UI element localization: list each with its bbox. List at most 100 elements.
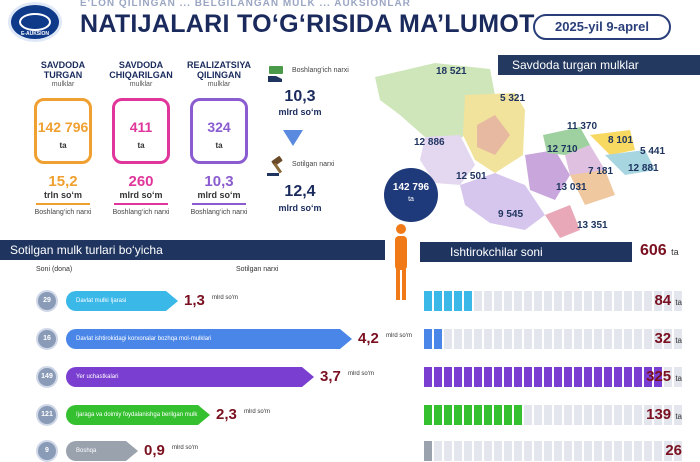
participant-count-value: 325: [646, 368, 672, 385]
participant-count: 32 ta: [636, 330, 682, 347]
person-icon: [604, 291, 612, 311]
row-type-label: Davlat mulki Ijarasi: [76, 298, 127, 304]
map-region-value: 12 501: [456, 171, 487, 182]
person-icon: [594, 441, 602, 461]
row-sold-unit: mlrd so‘m: [244, 409, 271, 415]
participant-icons: [424, 441, 682, 461]
person-icon: [534, 405, 542, 425]
stat-value: 10,3: [204, 173, 234, 190]
person-icon: [514, 441, 522, 461]
agency-logo: E-AUKSION: [8, 2, 62, 42]
person-icon: [484, 367, 492, 387]
person-icon: [544, 329, 552, 349]
person-icon: [554, 441, 562, 461]
person-icon: [654, 329, 662, 349]
stat-note: Boshlang‘ich narxi: [112, 209, 170, 216]
sold-price-unit: mlrd so‘m: [278, 203, 322, 213]
participant-icons: [424, 291, 682, 311]
row-arrow-tip: [126, 441, 138, 461]
participant-count-unit: ta: [675, 412, 682, 421]
logo-emblem-icon: [19, 13, 51, 31]
person-icon: [474, 405, 482, 425]
stat-value-unit: mlrd so‘m: [197, 190, 241, 200]
person-icon: [464, 329, 472, 349]
person-icon: [574, 441, 582, 461]
person-icon: [664, 367, 672, 387]
person-icon: [464, 441, 472, 461]
person-icon: [664, 329, 672, 349]
person-icon: [614, 405, 622, 425]
person-icon: [634, 329, 642, 349]
person-icon: [634, 291, 642, 311]
person-icon: [574, 405, 582, 425]
stat-value-unit: trln so‘m: [43, 190, 82, 200]
person-icon: [564, 291, 572, 311]
person-icon: [624, 367, 632, 387]
participant-count: 26: [636, 442, 682, 459]
row-type-bar: Davlat mulki Ijarasi: [66, 291, 166, 311]
person-icon: [664, 405, 672, 425]
row-arrow-tip: [340, 329, 352, 349]
person-icon: [604, 405, 612, 425]
person-icon: [554, 291, 562, 311]
person-icon: [574, 291, 582, 311]
person-icon: [624, 405, 632, 425]
participant-count-value: 32: [654, 330, 672, 347]
person-icon: [664, 441, 672, 461]
person-icon: [474, 441, 482, 461]
participants-total-value: 606: [640, 242, 667, 259]
participant-count-value: 139: [646, 406, 672, 423]
person-icon: [444, 291, 452, 311]
person-icon: [524, 367, 532, 387]
person-icon: [544, 441, 552, 461]
person-icon: [504, 367, 512, 387]
person-icon: [584, 291, 592, 311]
row-sold-value: 0,9: [144, 442, 165, 459]
person-icon: [424, 405, 432, 425]
map-region-value: 13 031: [556, 182, 587, 193]
person-icon: [514, 367, 522, 387]
row-type-bar: Boshqa: [66, 441, 126, 461]
person-icon: [614, 367, 622, 387]
participants-total-unit: ta: [671, 247, 679, 257]
person-icon: [504, 405, 512, 425]
person-icon: [674, 441, 682, 461]
stat-note: Boshlang‘ich narxi: [190, 209, 248, 216]
person-icon: [604, 441, 612, 461]
participants-total: 606 ta: [640, 242, 679, 260]
person-icon: [654, 291, 662, 311]
person-icon: [534, 329, 542, 349]
person-icon: [674, 405, 682, 425]
stat-count-unit: ta: [215, 141, 223, 150]
row-sold-unit: mlrd so‘m: [386, 333, 413, 339]
map-total-circle: 142 796 ta: [384, 168, 438, 222]
row-type-label: Boshqa: [76, 448, 97, 454]
row-count-circle: 121: [36, 404, 58, 426]
stat-note: Boshlang‘ich narxi: [34, 209, 92, 216]
person-icon: [544, 291, 552, 311]
person-icon: [654, 441, 662, 461]
participant-count-unit: ta: [675, 374, 682, 383]
person-icon: [514, 291, 522, 311]
person-icon: [634, 367, 642, 387]
person-icon: [434, 367, 442, 387]
map-region-value: 12 710: [547, 144, 578, 155]
row-count-circle: 149: [36, 366, 58, 388]
person-icon: [424, 367, 432, 387]
person-icon: [554, 405, 562, 425]
stat-underline: [114, 203, 168, 205]
map-region-value: 12 881: [628, 163, 659, 174]
participant-count: 139 ta: [636, 406, 682, 423]
map-total-unit: ta: [408, 196, 414, 203]
person-icon: [524, 405, 532, 425]
person-icon: [584, 441, 592, 461]
stat-count-shield: 411 ta: [112, 98, 170, 164]
participant-count: 325 ta: [636, 368, 682, 385]
row-sold-unit: mlrd so‘m: [172, 445, 199, 451]
participants-header: Ishtirokchilar soni: [420, 242, 632, 262]
map-region-value: 8 101: [608, 135, 634, 146]
person-icon: [614, 329, 622, 349]
person-icon: [393, 223, 409, 301]
person-icon: [534, 441, 542, 461]
person-icon: [644, 291, 652, 311]
